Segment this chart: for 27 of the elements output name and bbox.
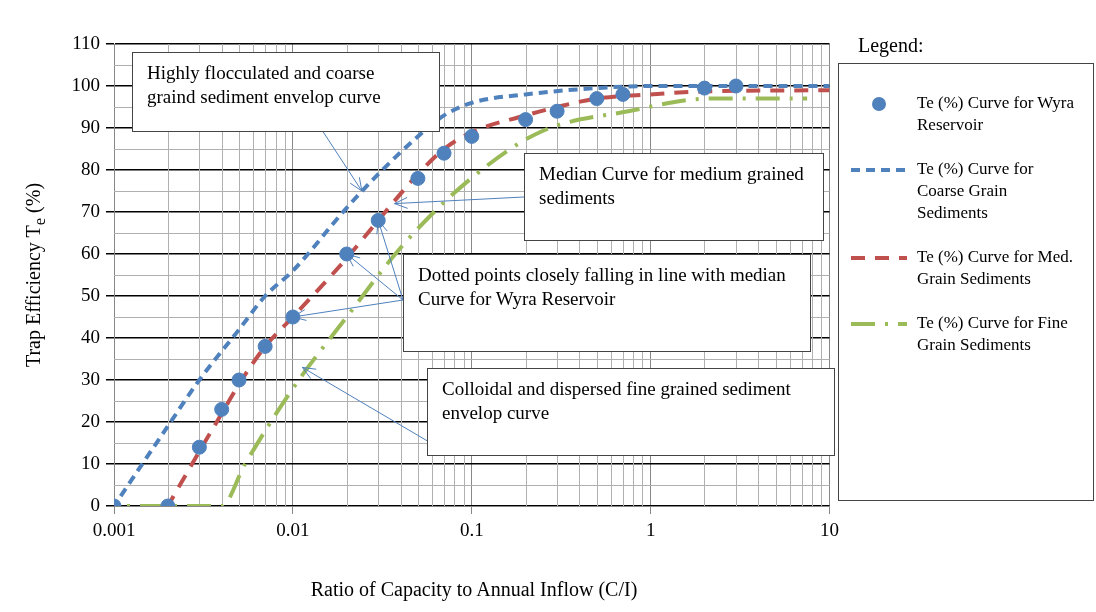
x-tick-label: 10 bbox=[820, 519, 839, 541]
note-box: Median Curve for medium grained sediments bbox=[524, 153, 824, 241]
y-tick-label: 20 bbox=[81, 409, 100, 431]
x-tick-label: 0.01 bbox=[276, 519, 310, 541]
note-box: Highly flocculated and coarse graind sediment envelop curve bbox=[132, 52, 440, 132]
x-axis-title: Ratio of Capacity to Annual Inflow (C/I) bbox=[309, 578, 639, 601]
y-tick-label: 100 bbox=[71, 73, 100, 95]
x-tick-label: 0.1 bbox=[459, 519, 484, 541]
y-tick-label: 10 bbox=[81, 451, 100, 473]
y-tick-label: 40 bbox=[81, 325, 100, 347]
y-tick-label: 110 bbox=[72, 31, 100, 53]
y-tick-label: 80 bbox=[81, 157, 100, 179]
legend-label: Te (%) Curve for Med. Grain Sediments bbox=[917, 246, 1074, 290]
legend-label: Te (%) Curve for Coarse Grain Sediments bbox=[917, 158, 1035, 224]
note-box: Dotted points closely falling in line with median Curve for Wyra Reservoir bbox=[403, 254, 811, 352]
y-tick-label: 90 bbox=[81, 115, 100, 137]
x-tick-label: 0.001 bbox=[92, 519, 136, 541]
y-tick-label: 60 bbox=[81, 241, 100, 263]
legend-label: Te (%) Curve for Fine Grain Sediments bbox=[917, 312, 1069, 356]
y-tick-label: 70 bbox=[81, 199, 100, 221]
x-tick-label: 1 bbox=[645, 519, 656, 541]
legend-label: Te (%) Curve for Wyra Reservoir bbox=[917, 92, 1076, 136]
legend-title: Legend: bbox=[858, 34, 924, 57]
y-tick-label: 50 bbox=[81, 283, 100, 305]
y-tick-label: 0 bbox=[90, 493, 100, 515]
y-tick-label: 30 bbox=[81, 367, 100, 389]
note-box: Colloidal and dispersed fine grained sediment envelop curve bbox=[427, 368, 835, 456]
